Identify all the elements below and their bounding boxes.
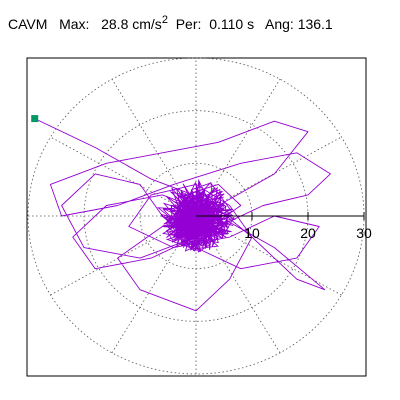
- max-label: Max:: [59, 16, 90, 32]
- angle-value: 136.1: [297, 16, 333, 32]
- component-label: CAVM: [8, 16, 48, 32]
- radial-tick-label-30: 30: [356, 225, 372, 241]
- period-value: 0.110 s: [209, 16, 255, 32]
- trace-group: [31, 115, 331, 312]
- max-exponent: 2: [161, 14, 168, 26]
- start-marker: [31, 115, 39, 123]
- angle-label: Ang:: [264, 16, 294, 32]
- period-label: Per:: [175, 16, 202, 32]
- radial-axis: 10 20 30: [196, 212, 372, 241]
- radial-tick-label-10: 10: [244, 225, 260, 241]
- max-value: 28.8 cm/s: [101, 16, 162, 32]
- chart-header: CAVM Max: 28.8 cm/s2 Per: 0.110 s Ang: 1…: [8, 14, 333, 32]
- trace-core: [156, 178, 237, 253]
- radial-tick-label-20: 20: [300, 225, 316, 241]
